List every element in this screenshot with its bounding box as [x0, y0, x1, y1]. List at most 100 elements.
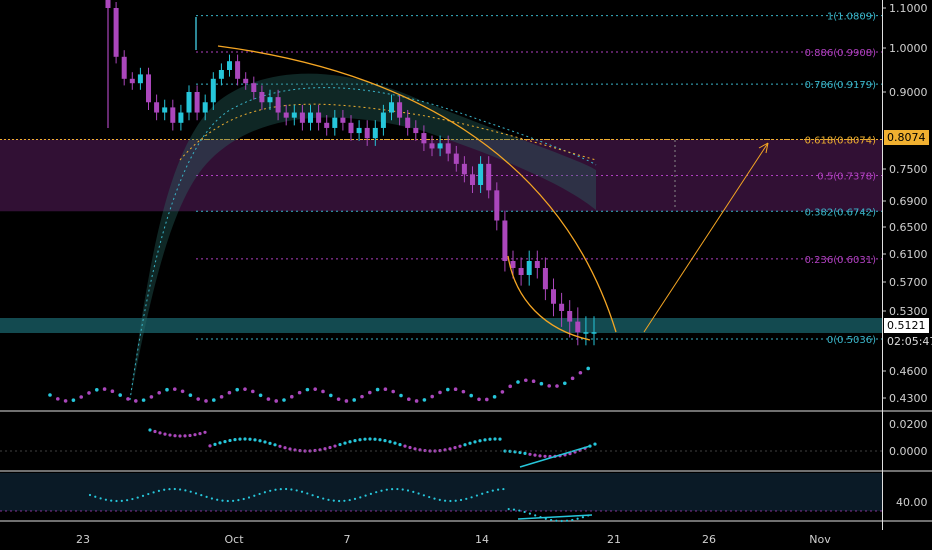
osc1-dot [158, 431, 162, 435]
osc2-dot [194, 492, 198, 495]
osc2-dot [422, 494, 425, 497]
osc2-dot [438, 498, 441, 501]
candle-body [445, 143, 451, 154]
osc1-dot [368, 437, 372, 441]
osc2-dot [338, 499, 341, 503]
osc1-dot [183, 434, 187, 438]
dot-indicator [251, 389, 255, 394]
candle-body [259, 92, 265, 103]
osc2-dot [576, 517, 579, 520]
candle-body [380, 112, 386, 128]
candle-body [437, 143, 443, 149]
dot-indicator [79, 395, 83, 399]
osc2-dot [274, 488, 277, 491]
dot-indicator [212, 398, 216, 402]
osc1-dot [538, 454, 542, 458]
dot-indicator [126, 397, 130, 401]
fib-label: 0.382(0.6742) [805, 207, 877, 218]
dot-indicator [188, 393, 193, 398]
osc1-dot [393, 441, 397, 445]
candle-body [194, 92, 200, 113]
osc2-dot [353, 497, 357, 501]
dot-indicator [329, 393, 333, 398]
dot-indicator [63, 399, 68, 403]
price-tick-label: 0.6500 [889, 221, 928, 234]
current-price-tag: 0.5121 [884, 318, 929, 333]
x-axis-label: 7 [344, 533, 351, 546]
osc2-dot [115, 499, 118, 503]
osc1-dot [363, 437, 367, 441]
osc2-dot [385, 488, 388, 491]
osc1-dot [238, 437, 242, 441]
osc1-dot [463, 443, 467, 447]
osc1-dot [488, 437, 492, 441]
candle-body [502, 220, 508, 261]
arc-lower [507, 255, 591, 341]
osc1-dot [273, 443, 277, 447]
price-tick-label: 0.4300 [889, 392, 928, 405]
osc2-dot [555, 519, 558, 522]
x-axis-label: 14 [475, 533, 489, 546]
fib-label: 0.236(0.6031) [805, 255, 877, 266]
osc1-dot [223, 439, 227, 444]
osc1-dot [243, 437, 247, 441]
osc1-axis-label: 0.0000 [889, 445, 928, 458]
dot-indicator [227, 390, 232, 395]
dot-indicator [508, 384, 512, 389]
osc2-dot [247, 496, 251, 499]
osc2-dot [120, 499, 123, 502]
dot-indicator [485, 397, 489, 402]
osc2-dot [481, 492, 484, 495]
osc1-dot [313, 448, 317, 453]
support-zone [0, 318, 882, 333]
dot-indicator [110, 389, 115, 394]
osc1-dot [338, 442, 342, 447]
dot-indicator [282, 398, 286, 402]
osc2-dot [417, 492, 420, 495]
osc1-dot [333, 444, 337, 448]
dot-indicator [235, 387, 239, 392]
osc2-dot [88, 493, 92, 497]
candle-body [356, 127, 362, 134]
dot-indicator [391, 389, 396, 394]
osc2-dot [359, 496, 362, 499]
osc1-dot [593, 442, 597, 446]
osc2-dot [454, 499, 457, 502]
osc2-dot [253, 494, 256, 497]
candle-body [486, 163, 492, 191]
osc1-dot [518, 450, 522, 455]
osc2-dot [433, 497, 436, 500]
candle-body [559, 303, 565, 311]
osc2-dot [581, 516, 585, 519]
dot-indicator [56, 397, 60, 401]
candle-body [413, 127, 419, 134]
dot-indicator [430, 394, 435, 399]
target-price-tag: 0.8074 [884, 130, 929, 145]
osc2-dot [444, 499, 447, 502]
osc2-dot [295, 489, 298, 492]
candle-body [137, 74, 143, 84]
osc1-dot [533, 453, 537, 457]
osc2-dot [343, 499, 346, 502]
osc2-dot [210, 497, 213, 500]
osc1-dot [198, 431, 202, 436]
osc2-dot [364, 494, 367, 497]
osc1-dot [248, 437, 252, 441]
osc2-dot [126, 499, 129, 502]
osc1-dot [278, 444, 282, 448]
candle-body [186, 92, 192, 113]
osc2-dot [147, 492, 150, 496]
osc2-dot [242, 497, 245, 501]
osc2-dot [104, 498, 107, 501]
candle-body [235, 61, 241, 79]
osc2-dot [497, 488, 500, 491]
osc2-dot [279, 488, 282, 491]
dot-indicator [438, 390, 442, 395]
candle-body [283, 112, 289, 118]
osc1-dot [383, 439, 387, 443]
x-axis-label: 23 [76, 533, 90, 546]
candle-body [291, 112, 297, 118]
dot-indicator [141, 398, 146, 402]
dot-indicator [204, 399, 208, 403]
osc2-dot [465, 497, 468, 500]
